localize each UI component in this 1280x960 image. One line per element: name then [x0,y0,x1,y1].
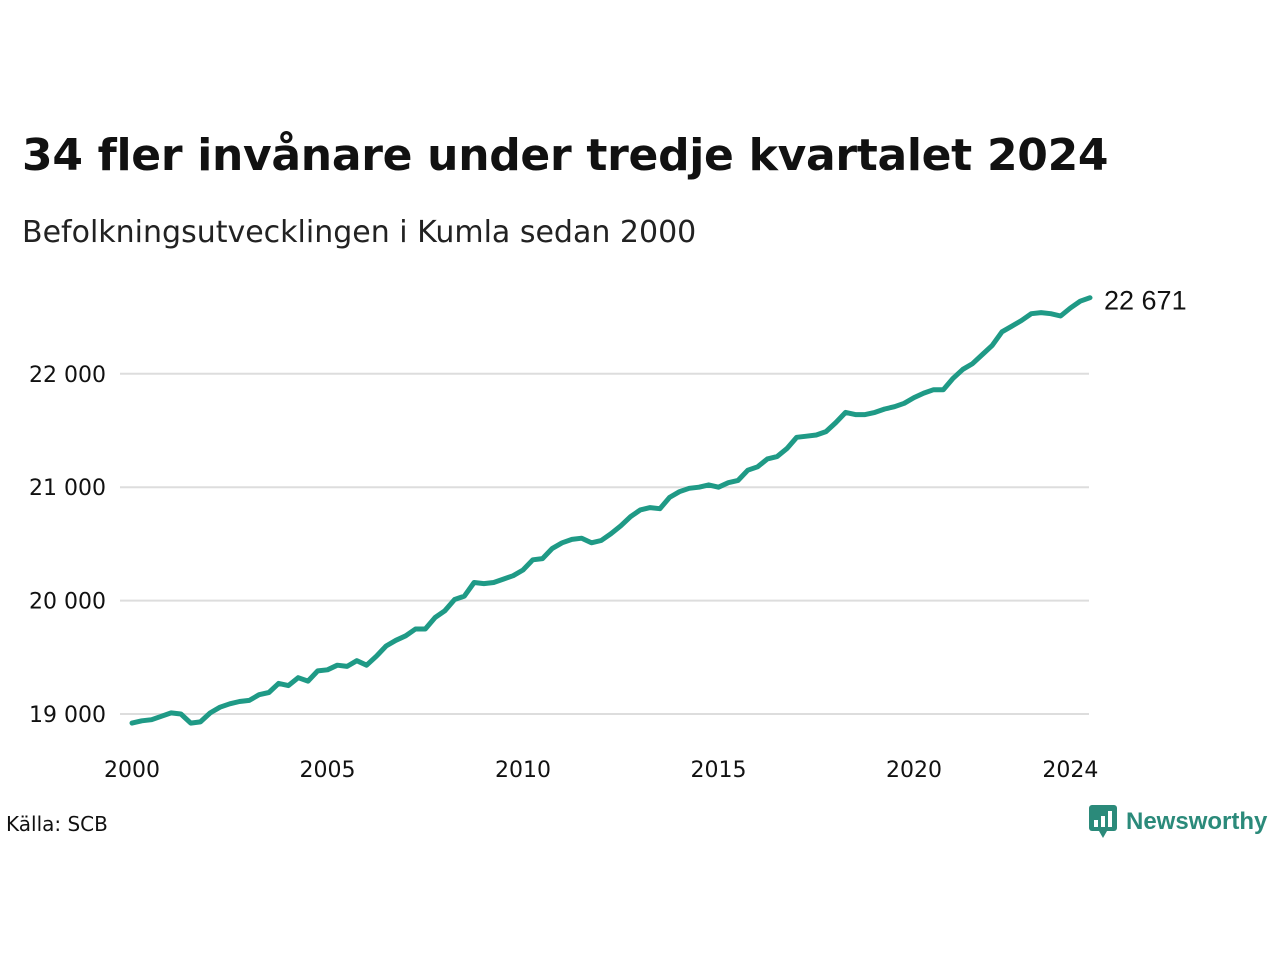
y-tick-label: 21 000 [29,476,106,501]
series-line [129,295,1093,726]
chart-title: 34 fler invånare under tredje kvartalet … [22,130,1109,181]
y-tick-label: 20 000 [29,590,106,615]
x-tick-label: 2000 [104,758,160,783]
end-value-label: 22 671 [1104,286,1187,316]
x-axis-tick-labels: 2000 2005 2010 2015 2020 2024 [104,758,1098,783]
brand-logo-block[interactable]: Newsworthy [1088,804,1267,840]
series-group [129,295,1093,726]
y-tick-label: 22 000 [29,363,106,388]
x-tick-label: 2020 [886,758,942,783]
x-tick-label: 2015 [691,758,747,783]
y-axis-tick-labels: 19 000 20 000 21 000 22 000 [29,363,106,728]
x-tick-label: 2024 [1042,758,1098,783]
grid-lines [120,372,1089,715]
y-tick-label: 19 000 [29,703,106,728]
source-note: Källa: SCB [6,812,108,836]
chart-subtitle: Befolkningsutvecklingen i Kumla sedan 20… [22,215,697,250]
bar-chart-speech-bubble-icon [1089,805,1117,838]
brand-name: Newsworthy [1126,808,1268,835]
x-tick-label: 2010 [495,758,551,783]
x-tick-label: 2005 [300,758,356,783]
end-value-label-group: 22 671 [1104,286,1187,316]
